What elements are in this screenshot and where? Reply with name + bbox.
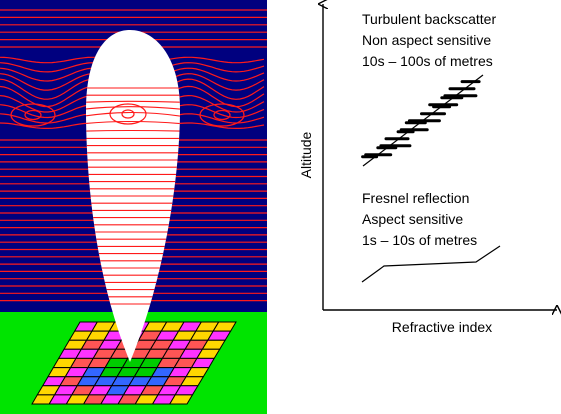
vortex-contour [199,103,245,127]
antenna-grid [31,321,237,405]
beam-contour-line [86,129,180,132]
vortex-contour [10,103,56,127]
fresnel-title: Fresnel reflection [362,190,470,206]
turbulent-scale: 10s – 100s of metres [362,53,493,69]
turbulent-profile-scatter [361,80,481,159]
fresnel-scale: 1s – 10s of metres [362,232,478,248]
fresnel-profile [361,245,501,283]
antenna-cell [168,394,194,405]
beam-vortex [109,103,147,125]
vortex-core [24,109,42,121]
beam-contour-line [86,106,180,111]
x-axis-label: Refractive index [392,319,492,335]
beam-contour-line [86,100,180,103]
beam-contour-line [86,120,180,125]
turbulent-aspect: Non aspect sensitive [362,32,492,48]
beam-contour-line [86,111,180,118]
beam-vortex-core [121,109,135,119]
fresnel-aspect: Aspect sensitive [362,211,464,227]
y-axis-label: Altitude [298,131,314,178]
vortex-core [213,109,231,121]
turbulent-title: Turbulent backscatter [362,11,497,27]
